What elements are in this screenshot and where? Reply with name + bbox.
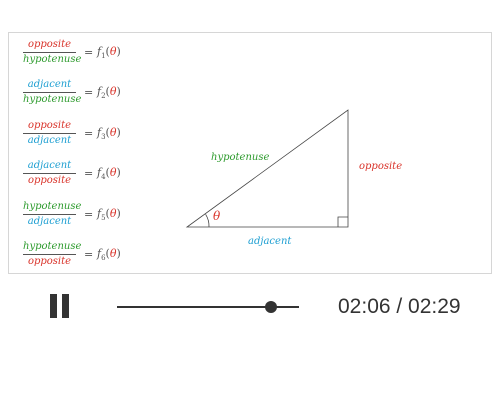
video-frame[interactable]: opposite hypotenuse = f1(θ) adjacent hypotenu… xyxy=(8,32,492,274)
function-index: 1 xyxy=(101,52,106,61)
equals-sign: = xyxy=(84,46,94,59)
equals-sign: = xyxy=(84,248,94,261)
function-name: f xyxy=(97,126,102,139)
function-label: f6(θ) xyxy=(97,247,121,263)
function-index: 6 xyxy=(101,254,106,263)
fraction-bar xyxy=(23,52,76,53)
ratio-fraction: opposite adjacent xyxy=(23,120,76,147)
function-argument: θ xyxy=(109,45,117,58)
ratio-fraction: hypotenuse opposite xyxy=(23,241,82,268)
adjacent-label: adjacent xyxy=(248,236,292,247)
ratio-fraction: adjacent opposite xyxy=(23,160,76,187)
function-label: f2(θ) xyxy=(97,85,121,101)
seek-handle[interactable] xyxy=(264,301,277,313)
ratio-fraction: opposite hypotenuse xyxy=(23,39,82,66)
ratio-numerator: adjacent xyxy=(27,79,72,90)
fraction-bar xyxy=(23,173,76,174)
function-argument: θ xyxy=(109,247,117,260)
ratio-numerator: hypotenuse xyxy=(23,241,82,252)
angle-arc xyxy=(205,214,210,228)
equals-sign: = xyxy=(84,167,94,180)
opposite-label: opposite xyxy=(359,161,403,172)
equals-sign: = xyxy=(84,208,94,221)
function-name: f xyxy=(97,166,102,179)
ratio-denominator: opposite xyxy=(27,175,72,186)
time-display: 02:06 / 02:29 xyxy=(338,295,461,318)
ratio-denominator: adjacent xyxy=(27,216,72,227)
right-angle-marker xyxy=(337,216,348,227)
function-label: f3(θ) xyxy=(97,126,121,142)
function-label: f5(θ) xyxy=(97,207,121,223)
ratio-numerator: opposite xyxy=(27,39,72,50)
function-name: f xyxy=(97,247,102,260)
ratio-fraction: hypotenuse adjacent xyxy=(23,201,82,228)
function-label: f1(θ) xyxy=(97,45,121,61)
function-index: 2 xyxy=(101,92,106,101)
function-index: 4 xyxy=(101,173,106,182)
function-index: 5 xyxy=(101,214,106,223)
function-argument: θ xyxy=(109,85,117,98)
equals-sign: = xyxy=(84,86,94,99)
pause-button[interactable] xyxy=(48,292,72,320)
ratio-denominator: opposite xyxy=(27,256,72,267)
function-name: f xyxy=(97,207,102,220)
ratio-fraction: adjacent hypotenuse xyxy=(23,79,82,106)
function-argument: θ xyxy=(109,126,117,139)
angle-theta-label: θ xyxy=(213,209,221,223)
ratio-numerator: adjacent xyxy=(27,160,72,171)
function-label: f4(θ) xyxy=(97,166,121,182)
fraction-bar xyxy=(23,133,76,134)
fraction-bar xyxy=(23,214,76,215)
equals-sign: = xyxy=(84,127,94,140)
fraction-bar xyxy=(23,92,76,93)
triangle xyxy=(185,109,349,228)
player-controls: 02:06 / 02:29 xyxy=(0,282,500,334)
function-argument: θ xyxy=(109,207,117,220)
ratio-numerator: hypotenuse xyxy=(23,201,82,212)
ratio-denominator: adjacent xyxy=(27,135,72,146)
ratio-denominator: hypotenuse xyxy=(23,54,82,65)
fraction-bar xyxy=(23,254,76,255)
seek-track[interactable] xyxy=(117,306,299,308)
function-index: 3 xyxy=(101,133,106,142)
function-name: f xyxy=(97,85,102,98)
ratio-numerator: opposite xyxy=(27,120,72,131)
triangle-diagram xyxy=(185,109,349,228)
function-name: f xyxy=(97,45,102,58)
function-argument: θ xyxy=(109,166,117,179)
ratio-denominator: hypotenuse xyxy=(23,94,82,105)
hypotenuse-label: hypotenuse xyxy=(211,152,270,163)
